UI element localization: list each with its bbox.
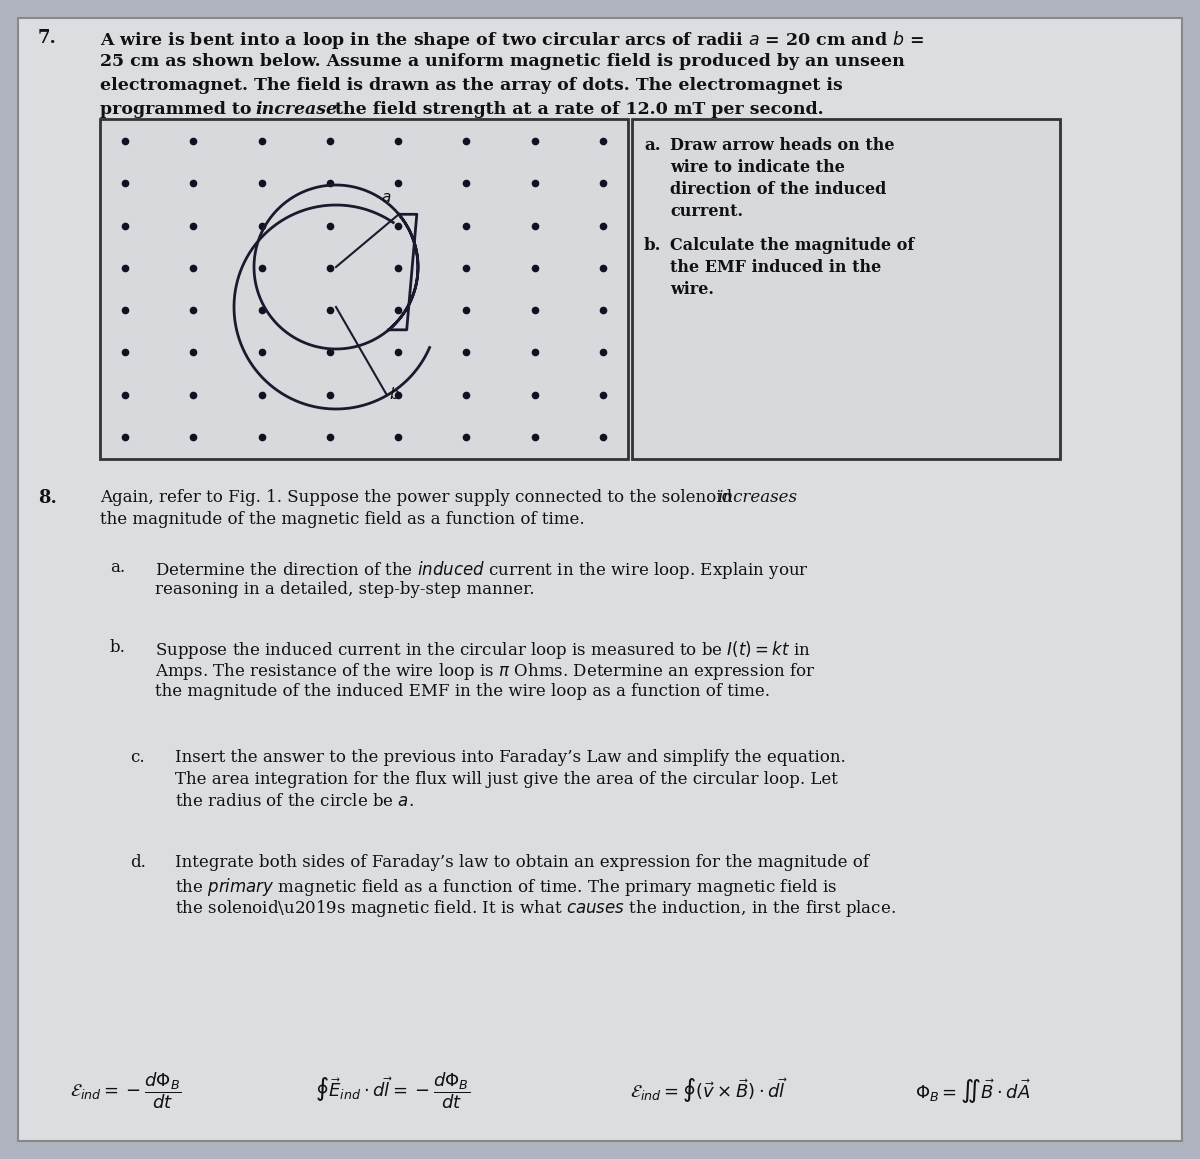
Text: electromagnet. The field is drawn as the array of dots. The electromagnet is: electromagnet. The field is drawn as the… <box>100 76 842 94</box>
Text: A wire is bent into a loop in the shape of two circular arcs of radii $a$ = 20 c: A wire is bent into a loop in the shape … <box>100 29 924 51</box>
Text: wire.: wire. <box>670 280 714 298</box>
Text: a.: a. <box>110 559 125 576</box>
Text: increase: increase <box>256 101 337 118</box>
FancyBboxPatch shape <box>100 119 628 459</box>
Text: the $\mathit{primary}$ magnetic field as a function of time. The primary magneti: the $\mathit{primary}$ magnetic field as… <box>175 876 838 898</box>
Text: 25 cm as shown below. Assume a uniform magnetic field is produced by an unseen: 25 cm as shown below. Assume a uniform m… <box>100 53 905 70</box>
Text: Again, refer to Fig. 1. Suppose the power supply connected to the solenoid: Again, refer to Fig. 1. Suppose the powe… <box>100 489 737 506</box>
Text: the field strength at a rate of 12.0 mT per second.: the field strength at a rate of 12.0 mT … <box>329 101 823 118</box>
Text: the magnitude of the magnetic field as a function of time.: the magnitude of the magnetic field as a… <box>100 511 584 529</box>
Text: Amps. The resistance of the wire loop is $\pi$ Ohms. Determine an expression for: Amps. The resistance of the wire loop is… <box>155 661 816 681</box>
Text: programmed to: programmed to <box>100 101 258 118</box>
Text: b.: b. <box>110 639 126 656</box>
Text: the EMF induced in the: the EMF induced in the <box>670 258 881 276</box>
Text: $\mathcal{E}_{ind} = \oint (\vec{v} \times \vec{B}) \cdot d\vec{l}$: $\mathcal{E}_{ind} = \oint (\vec{v} \tim… <box>630 1077 788 1106</box>
Text: Draw arrow heads on the: Draw arrow heads on the <box>670 137 894 154</box>
Text: a.: a. <box>644 137 661 154</box>
Text: the solenoid\u2019s magnetic field. It is what $\mathit{causes}$ the induction, : the solenoid\u2019s magnetic field. It i… <box>175 898 895 919</box>
Text: increases: increases <box>718 489 797 506</box>
FancyBboxPatch shape <box>632 119 1060 459</box>
Text: b.: b. <box>644 236 661 254</box>
Text: the radius of the circle be $a$.: the radius of the circle be $a$. <box>175 793 414 810</box>
Text: d.: d. <box>130 854 146 872</box>
Text: 8.: 8. <box>38 489 56 506</box>
Text: 7.: 7. <box>38 29 56 48</box>
Text: current.: current. <box>670 203 743 220</box>
Text: $b$: $b$ <box>389 386 400 402</box>
Text: Integrate both sides of Faraday’s law to obtain an expression for the magnitude : Integrate both sides of Faraday’s law to… <box>175 854 869 872</box>
Text: reasoning in a detailed, step-by-step manner.: reasoning in a detailed, step-by-step ma… <box>155 581 534 598</box>
Text: $a$: $a$ <box>380 191 391 205</box>
Text: direction of the induced: direction of the induced <box>670 181 887 198</box>
FancyBboxPatch shape <box>18 19 1182 1140</box>
Text: The area integration for the flux will just give the area of the circular loop. : The area integration for the flux will j… <box>175 771 838 788</box>
Text: the magnitude of the induced EMF in the wire loop as a function of time.: the magnitude of the induced EMF in the … <box>155 683 770 700</box>
Text: c.: c. <box>130 749 145 766</box>
Text: $\Phi_B = \iint \vec{B} \cdot d\vec{A}$: $\Phi_B = \iint \vec{B} \cdot d\vec{A}$ <box>916 1077 1031 1105</box>
Text: Suppose the induced current in the circular loop is measured to be $I(t) = kt$ i: Suppose the induced current in the circu… <box>155 639 811 661</box>
Text: wire to indicate the: wire to indicate the <box>670 159 845 176</box>
Text: Determine the direction of the $\mathit{induced}$ current in the wire loop. Expl: Determine the direction of the $\mathit{… <box>155 559 809 581</box>
Text: $\oint \vec{E}_{ind} \cdot d\vec{l} = -\dfrac{d\Phi_B}{dt}$: $\oint \vec{E}_{ind} \cdot d\vec{l} = -\… <box>314 1071 470 1111</box>
Text: Insert the answer to the previous into Faraday’s Law and simplify the equation.: Insert the answer to the previous into F… <box>175 749 846 766</box>
Text: Calculate the magnitude of: Calculate the magnitude of <box>670 236 914 254</box>
Text: $\mathcal{E}_{ind} = -\dfrac{d\Phi_B}{dt}$: $\mathcal{E}_{ind} = -\dfrac{d\Phi_B}{dt… <box>70 1071 181 1111</box>
